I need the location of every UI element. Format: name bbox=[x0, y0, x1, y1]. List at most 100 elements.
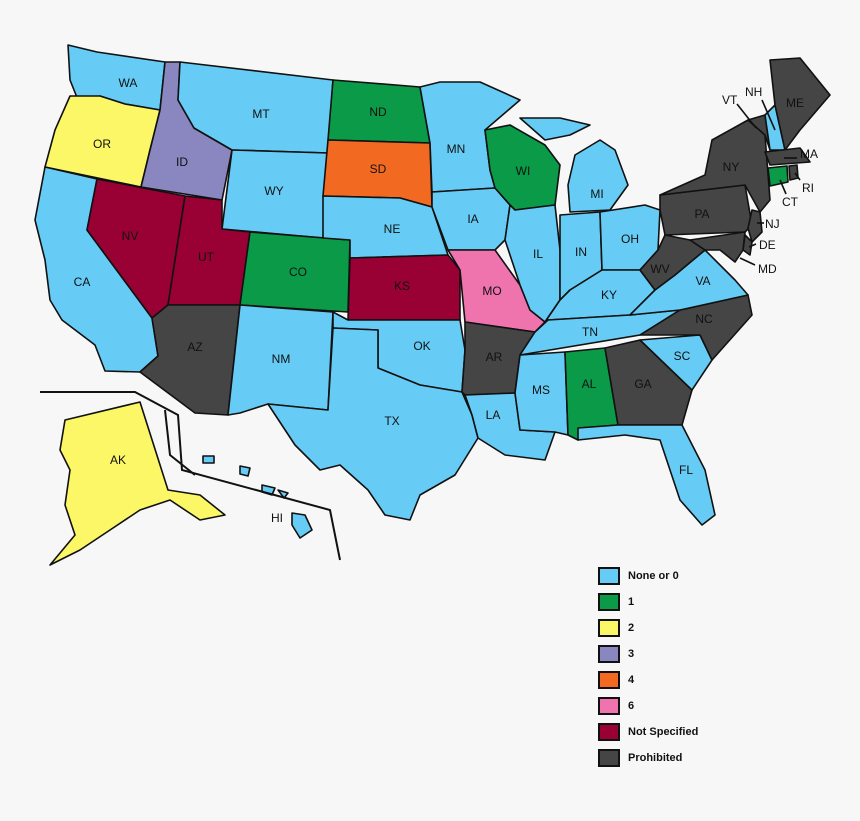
legend-item-prohibited: Prohibited bbox=[598, 745, 738, 771]
leader-line-de bbox=[748, 243, 757, 248]
legend-item-4: 4 bbox=[598, 667, 738, 693]
legend-swatch-2 bbox=[598, 619, 620, 637]
leader-line-nh bbox=[761, 99, 776, 131]
label-ia: IA bbox=[467, 212, 478, 226]
label-ks: KS bbox=[394, 279, 410, 293]
label-sc: SC bbox=[674, 349, 691, 363]
label-me: ME bbox=[786, 96, 804, 110]
state-mi[interactable] bbox=[567, 139, 629, 213]
leader-line-md bbox=[739, 257, 756, 266]
label-in: IN bbox=[575, 245, 587, 259]
legend-item-2: 2 bbox=[598, 615, 738, 641]
legend-label: None or 0 bbox=[628, 570, 679, 582]
label-ga: GA bbox=[634, 377, 651, 391]
label-wa: WA bbox=[119, 76, 138, 90]
legend-label: 1 bbox=[628, 596, 635, 608]
label-mt: MT bbox=[252, 107, 270, 121]
label-nv: NV bbox=[122, 229, 139, 243]
label-hi: HI bbox=[271, 511, 283, 525]
hawaii-island-2 bbox=[239, 465, 251, 477]
label-ms: MS bbox=[532, 383, 550, 397]
state-hi[interactable] bbox=[291, 512, 313, 539]
label-sd: SD bbox=[370, 162, 387, 176]
state-ak[interactable] bbox=[49, 401, 226, 566]
label-wv: WV bbox=[650, 262, 669, 276]
state-ma[interactable] bbox=[764, 147, 811, 166]
state-ks[interactable] bbox=[347, 254, 461, 321]
state-labels: WA OR CA ID NV MT WY UT CO AZ NM ND SD N… bbox=[74, 76, 804, 525]
label-mo: MO bbox=[482, 284, 501, 298]
label-ak: AK bbox=[110, 453, 126, 467]
legend: None or 0 1 2 3 4 6 Not Specified Prohib… bbox=[598, 563, 738, 771]
label-wy: WY bbox=[264, 184, 283, 198]
legend-label: Prohibited bbox=[628, 752, 683, 764]
legend-swatch-4 bbox=[598, 671, 620, 689]
legend-label: 4 bbox=[628, 674, 635, 686]
state-il[interactable] bbox=[504, 204, 561, 323]
label-il: IL bbox=[533, 247, 543, 261]
label-ri: RI bbox=[802, 181, 814, 195]
label-ct: CT bbox=[782, 195, 799, 209]
legend-item-3: 3 bbox=[598, 641, 738, 667]
label-ca: CA bbox=[74, 275, 91, 289]
label-ne: NE bbox=[384, 222, 401, 236]
legend-label: 2 bbox=[628, 622, 635, 634]
label-nh: NH bbox=[745, 85, 762, 99]
legend-item-1: 1 bbox=[598, 589, 738, 615]
label-de: DE bbox=[759, 238, 776, 252]
label-nj: NJ bbox=[765, 217, 780, 231]
label-oh: OH bbox=[621, 232, 639, 246]
label-id: ID bbox=[176, 155, 188, 169]
label-ky: KY bbox=[601, 288, 617, 302]
northeast-callouts: VT NH MA RI CT NJ DE MD bbox=[722, 85, 818, 276]
legend-swatch-1 bbox=[598, 593, 620, 611]
state-tx[interactable] bbox=[267, 327, 479, 521]
state-az[interactable] bbox=[139, 304, 241, 416]
legend-label: Not Specified bbox=[628, 726, 699, 738]
state-ri[interactable] bbox=[788, 164, 799, 181]
label-ny: NY bbox=[723, 160, 740, 174]
hawaii-island-1 bbox=[202, 455, 215, 464]
legend-swatch-6 bbox=[598, 697, 620, 715]
label-tx: TX bbox=[384, 414, 399, 428]
inset-divider-line-2 bbox=[164, 409, 196, 476]
leader-line-ct bbox=[779, 179, 787, 195]
legend-swatch-prohibited bbox=[598, 749, 620, 767]
state-ga[interactable] bbox=[604, 339, 693, 426]
label-or: OR bbox=[93, 137, 111, 151]
label-nm: NM bbox=[272, 352, 291, 366]
inset-divider-line bbox=[40, 391, 341, 561]
label-wi: WI bbox=[516, 164, 531, 178]
leader-line-vt bbox=[736, 103, 757, 129]
label-pa: PA bbox=[694, 207, 709, 221]
label-la: LA bbox=[486, 408, 501, 422]
legend-label: 3 bbox=[628, 648, 635, 660]
legend-item-not-specified: Not Specified bbox=[598, 719, 738, 745]
legend-swatch-not-specified bbox=[598, 723, 620, 741]
label-mi: MI bbox=[590, 187, 603, 201]
label-co: CO bbox=[289, 265, 307, 279]
label-nc: NC bbox=[695, 312, 713, 326]
state-md[interactable] bbox=[689, 231, 746, 263]
label-mn: MN bbox=[447, 142, 466, 156]
label-al: AL bbox=[582, 377, 597, 391]
label-nd: ND bbox=[369, 105, 387, 119]
hawaii-island-4 bbox=[277, 489, 289, 499]
state-fl[interactable] bbox=[577, 424, 716, 526]
label-vt: VT bbox=[722, 93, 738, 107]
label-az: AZ bbox=[187, 340, 202, 354]
legend-item-none: None or 0 bbox=[598, 563, 738, 589]
label-ut: UT bbox=[198, 250, 215, 264]
leader-line-ri bbox=[794, 172, 801, 181]
legend-swatch-3 bbox=[598, 645, 620, 663]
legend-label: 6 bbox=[628, 700, 635, 712]
legend-swatch-none bbox=[598, 567, 620, 585]
state-ct[interactable] bbox=[767, 165, 789, 187]
state-nj[interactable] bbox=[747, 209, 763, 243]
label-ar: AR bbox=[486, 350, 503, 364]
label-ma: MA bbox=[800, 147, 818, 161]
state-mi-upper[interactable] bbox=[519, 117, 591, 141]
label-md: MD bbox=[758, 262, 777, 276]
label-va: VA bbox=[695, 274, 710, 288]
